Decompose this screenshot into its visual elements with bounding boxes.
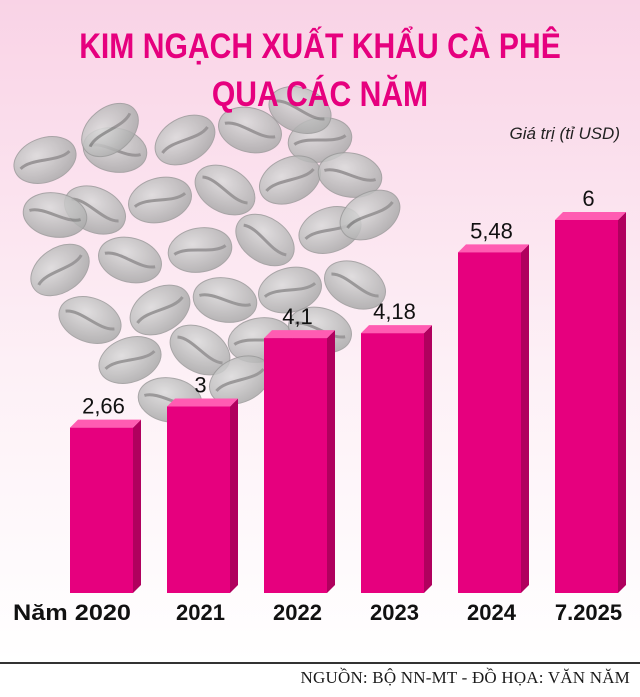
- bar-4: [458, 244, 529, 593]
- bar-value-label: 5,48: [470, 218, 513, 243]
- footer-divider: [0, 662, 640, 664]
- bar-0: [70, 419, 141, 593]
- bar-side: [133, 419, 141, 593]
- x-tick-label: 2023: [370, 600, 419, 625]
- bar-front: [555, 220, 618, 593]
- unit-label: Giá trị (tỉ USD): [509, 124, 621, 143]
- bar-side: [230, 398, 238, 593]
- bar-3: [361, 325, 432, 593]
- chart-title: KIM NGẠCH XUẤT KHẨU CÀ PHÊ: [79, 27, 561, 66]
- bar-top: [458, 244, 529, 253]
- x-tick-label: Năm 2020: [13, 600, 131, 625]
- bar-front: [264, 338, 327, 593]
- bar-2: [264, 330, 335, 593]
- x-tick-label: 2022: [273, 600, 322, 625]
- bar-front: [361, 333, 424, 593]
- bar-front: [167, 406, 230, 593]
- bar-side: [618, 212, 626, 593]
- coffee-beans-icon: [13, 86, 401, 423]
- bar-chart: 2,66 3 4,1 4,18 5,48 6 Năm 2020 2021 2022 2023 20…: [13, 186, 626, 625]
- bar-front: [70, 427, 133, 593]
- bar-front: [458, 252, 521, 593]
- bar-side: [521, 244, 529, 593]
- bar-top: [361, 325, 432, 334]
- bar-top: [555, 212, 626, 220]
- bar-top: [70, 419, 141, 428]
- x-tick-label: 2024: [467, 600, 517, 625]
- x-tick-label: 7.2025: [555, 600, 622, 625]
- bar-side: [424, 325, 432, 593]
- bar-value-label: 4,1: [282, 304, 313, 329]
- chart-title-line2: QUA CÁC NĂM: [211, 75, 429, 114]
- bar-1: [167, 398, 238, 593]
- bar-value-label: 6: [582, 186, 594, 211]
- bar-value-label: 3: [194, 373, 206, 398]
- source-credit: NGUỒN: BỘ NN-MT - ĐỒ HỌA: VĂN NĂM: [300, 668, 630, 687]
- bar-side: [327, 330, 335, 593]
- bar-top: [264, 330, 335, 339]
- x-tick-label: 2021: [176, 600, 225, 625]
- bar-value-label: 4,18: [373, 299, 416, 324]
- bar-value-label: 2,66: [82, 394, 125, 419]
- bar-5: [555, 212, 626, 593]
- bar-top: [167, 398, 238, 407]
